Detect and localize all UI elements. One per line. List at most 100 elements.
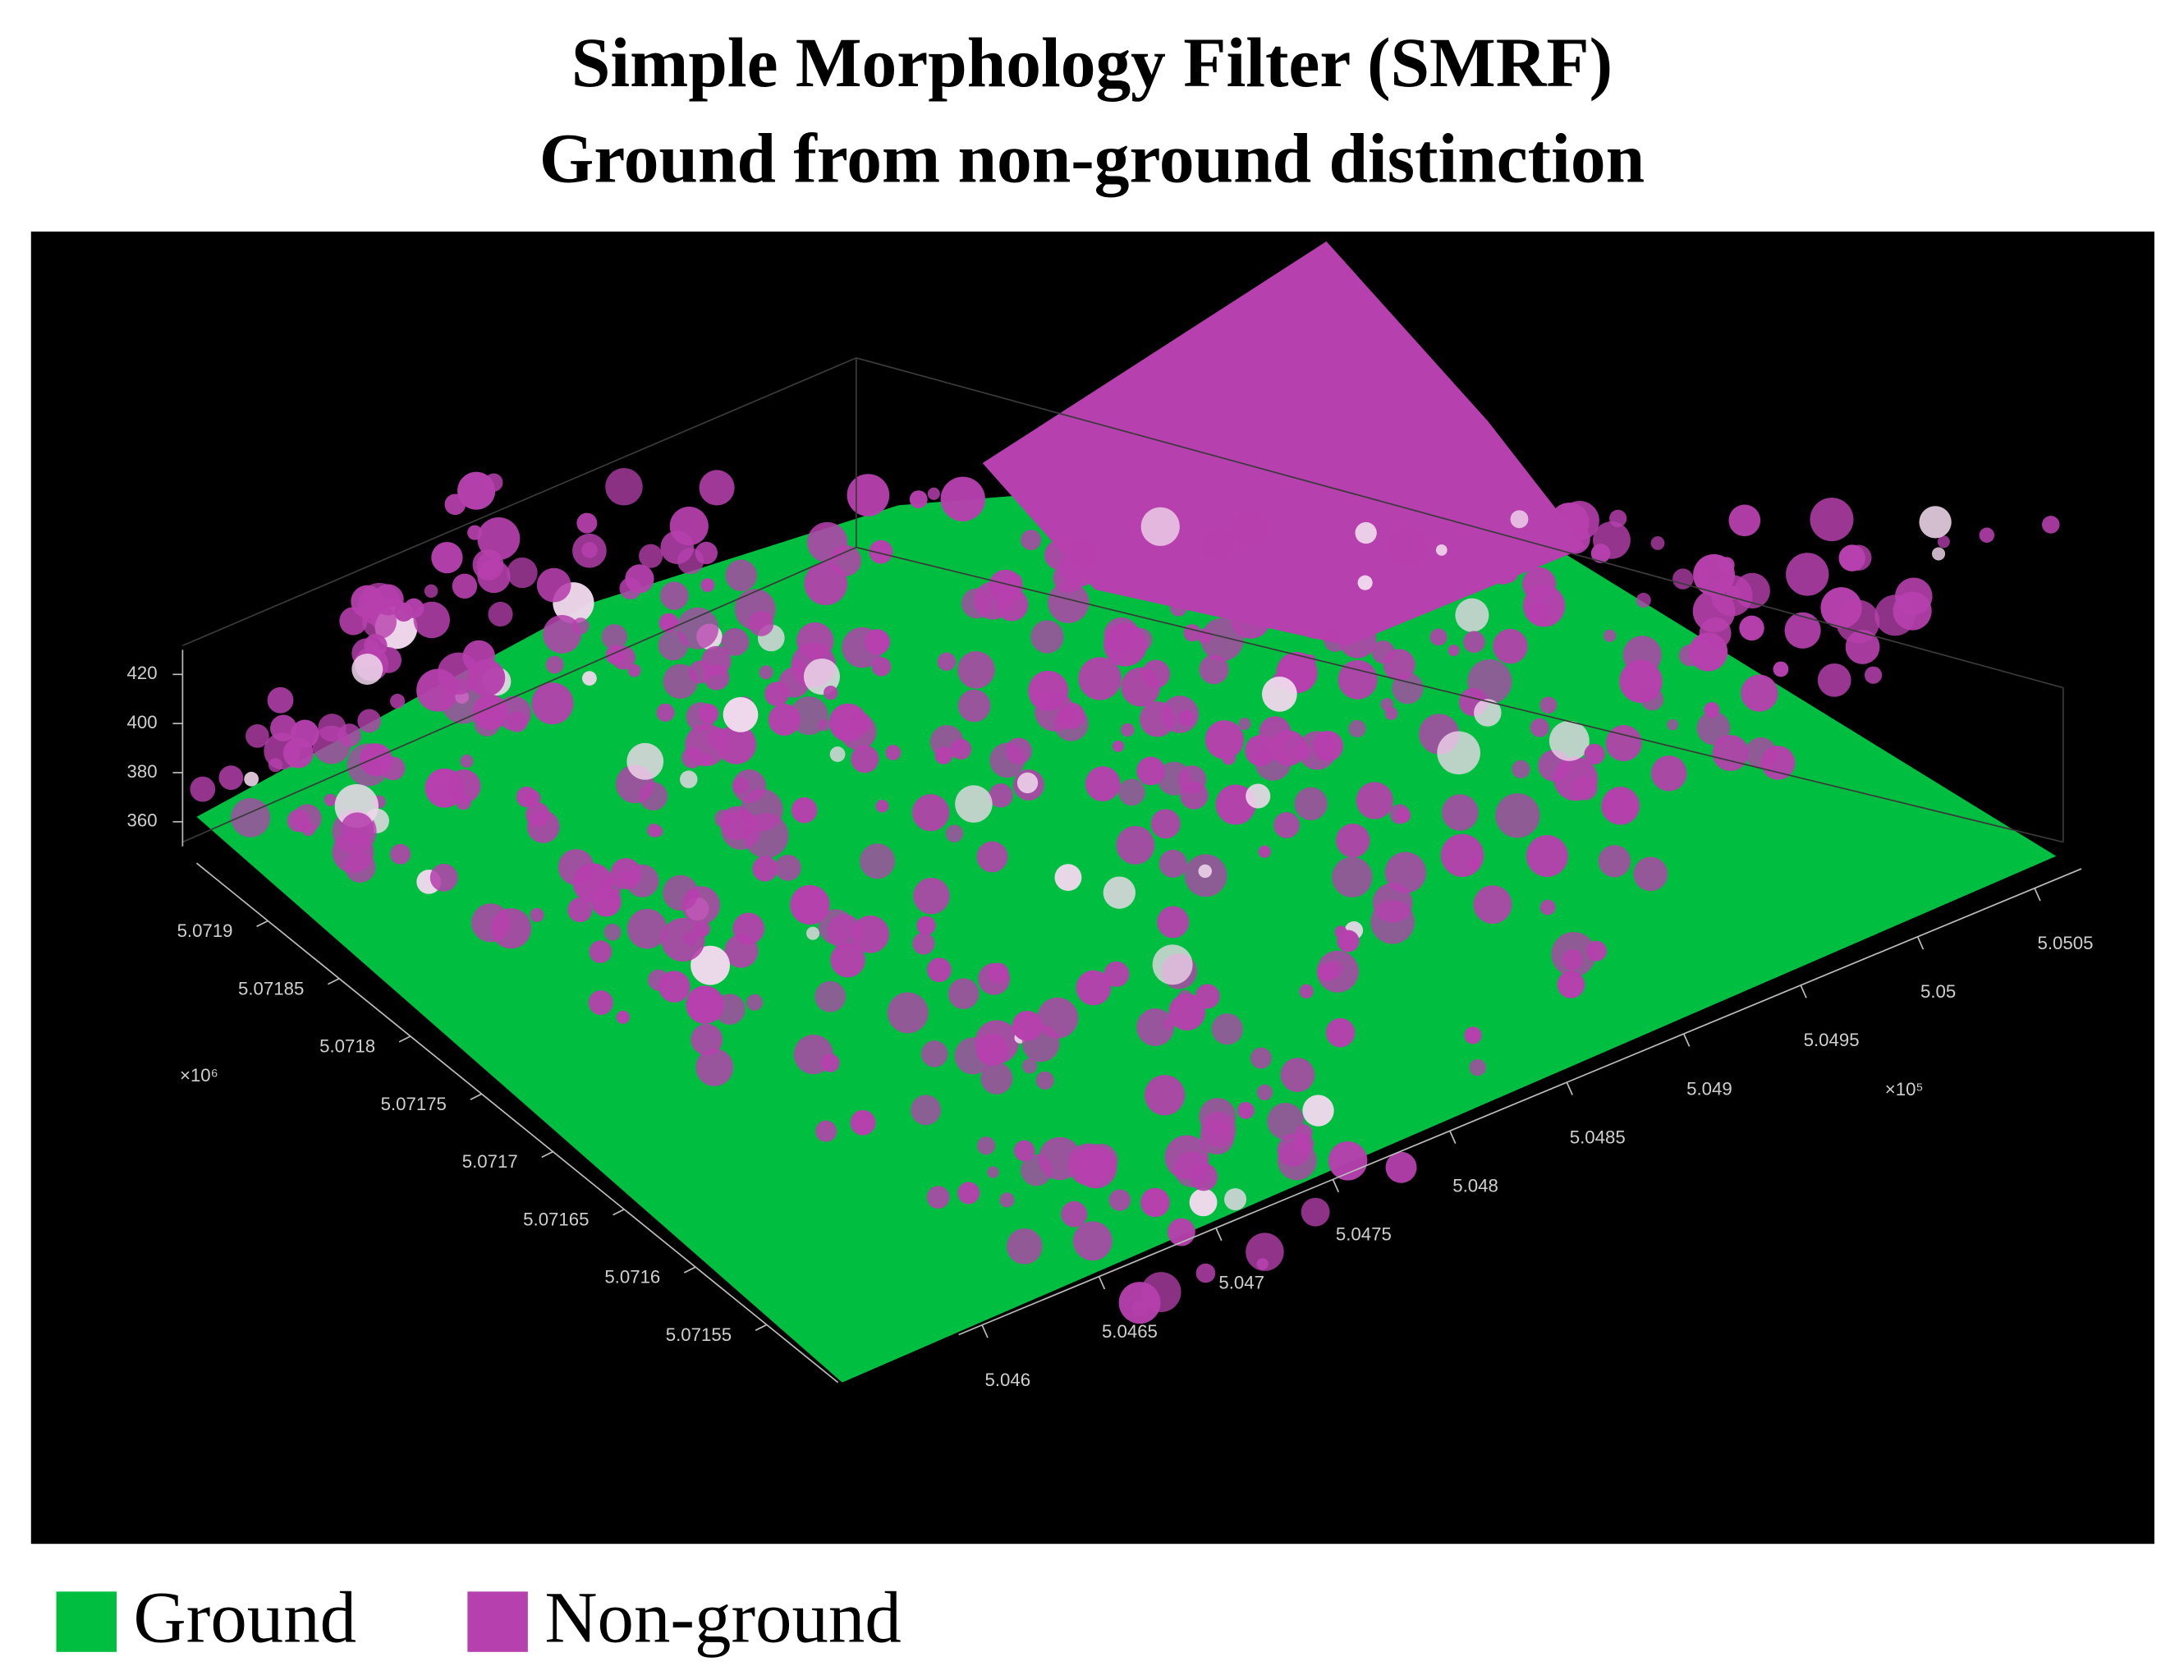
object bbox=[1530, 718, 1549, 737]
object bbox=[337, 723, 361, 747]
x-tick-label: 5.0505 bbox=[2037, 933, 2093, 953]
object bbox=[764, 682, 789, 706]
object bbox=[1253, 560, 1269, 576]
x-tick bbox=[1098, 1276, 1106, 1290]
object bbox=[851, 915, 890, 953]
object bbox=[1692, 590, 1736, 633]
object bbox=[1189, 512, 1209, 533]
object bbox=[1932, 547, 1946, 561]
object bbox=[1261, 677, 1297, 712]
object bbox=[732, 912, 765, 945]
object bbox=[1728, 504, 1761, 537]
object bbox=[937, 652, 957, 672]
object bbox=[1357, 575, 1373, 590]
object bbox=[1139, 701, 1176, 737]
legend-label: Ground bbox=[134, 1578, 357, 1659]
object bbox=[1435, 544, 1448, 556]
object bbox=[913, 877, 950, 915]
object bbox=[912, 932, 935, 955]
object bbox=[490, 908, 532, 949]
z-tick-label: 400 bbox=[127, 712, 158, 732]
y-tick bbox=[683, 1266, 696, 1274]
object bbox=[1222, 750, 1237, 765]
object bbox=[1455, 598, 1489, 632]
object bbox=[677, 607, 719, 650]
object bbox=[1650, 536, 1665, 550]
object bbox=[457, 471, 496, 510]
object bbox=[1640, 687, 1664, 711]
object bbox=[920, 1040, 948, 1067]
box-line bbox=[182, 357, 857, 647]
object bbox=[413, 601, 451, 639]
object bbox=[1633, 856, 1668, 892]
object bbox=[291, 719, 319, 749]
object bbox=[588, 990, 613, 1016]
y-axis bbox=[195, 862, 839, 1384]
object bbox=[1103, 876, 1136, 909]
legend-label: Non-ground bbox=[544, 1578, 901, 1659]
object bbox=[1116, 825, 1155, 865]
object bbox=[1380, 698, 1394, 711]
z-tick-label: 380 bbox=[127, 761, 158, 782]
object bbox=[447, 769, 481, 804]
object bbox=[1605, 725, 1642, 762]
object bbox=[1437, 731, 1480, 775]
object bbox=[658, 971, 691, 1003]
object bbox=[945, 824, 964, 842]
x-tick-label: 5.049 bbox=[1686, 1078, 1732, 1099]
object bbox=[599, 877, 622, 901]
object bbox=[1304, 654, 1316, 667]
object bbox=[1256, 1258, 1269, 1270]
object bbox=[1539, 696, 1558, 714]
x-tick bbox=[1449, 1130, 1457, 1144]
object bbox=[679, 770, 698, 788]
object bbox=[1696, 711, 1731, 746]
object bbox=[488, 601, 513, 627]
object bbox=[805, 926, 820, 940]
object bbox=[1021, 1058, 1038, 1074]
object bbox=[1230, 599, 1271, 639]
object bbox=[1085, 1143, 1118, 1177]
object bbox=[460, 754, 474, 768]
object bbox=[989, 569, 1023, 604]
object bbox=[1337, 659, 1378, 700]
object bbox=[864, 629, 891, 655]
object bbox=[752, 856, 778, 882]
object bbox=[452, 573, 478, 599]
object bbox=[1200, 1120, 1235, 1155]
object bbox=[1168, 994, 1206, 1030]
object bbox=[1786, 553, 1829, 596]
object bbox=[616, 1010, 630, 1024]
object bbox=[1692, 647, 1711, 666]
object bbox=[1741, 674, 1778, 712]
object bbox=[1355, 521, 1377, 544]
object bbox=[821, 1053, 840, 1072]
object bbox=[1338, 620, 1377, 659]
object bbox=[1048, 581, 1090, 623]
x-tick bbox=[981, 1324, 989, 1338]
object bbox=[582, 671, 597, 686]
object bbox=[1016, 772, 1039, 794]
object bbox=[950, 738, 972, 760]
object bbox=[1672, 568, 1694, 590]
x-tick-label: 5.05 bbox=[1920, 981, 1956, 1002]
object bbox=[526, 810, 560, 843]
object bbox=[1256, 1084, 1273, 1101]
object bbox=[957, 1182, 980, 1205]
object bbox=[1463, 631, 1485, 653]
object bbox=[351, 654, 383, 685]
object bbox=[1058, 484, 1089, 515]
object bbox=[789, 696, 828, 735]
x-tick-label: 5.046 bbox=[985, 1370, 1031, 1390]
object bbox=[815, 1120, 837, 1142]
object bbox=[723, 696, 759, 732]
object bbox=[1526, 835, 1568, 877]
object bbox=[677, 548, 704, 575]
object bbox=[669, 507, 709, 546]
object bbox=[926, 1186, 950, 1210]
x-tick bbox=[1800, 985, 1807, 998]
object bbox=[1760, 746, 1796, 780]
object bbox=[704, 664, 730, 691]
object bbox=[1246, 783, 1271, 809]
object bbox=[955, 785, 993, 823]
